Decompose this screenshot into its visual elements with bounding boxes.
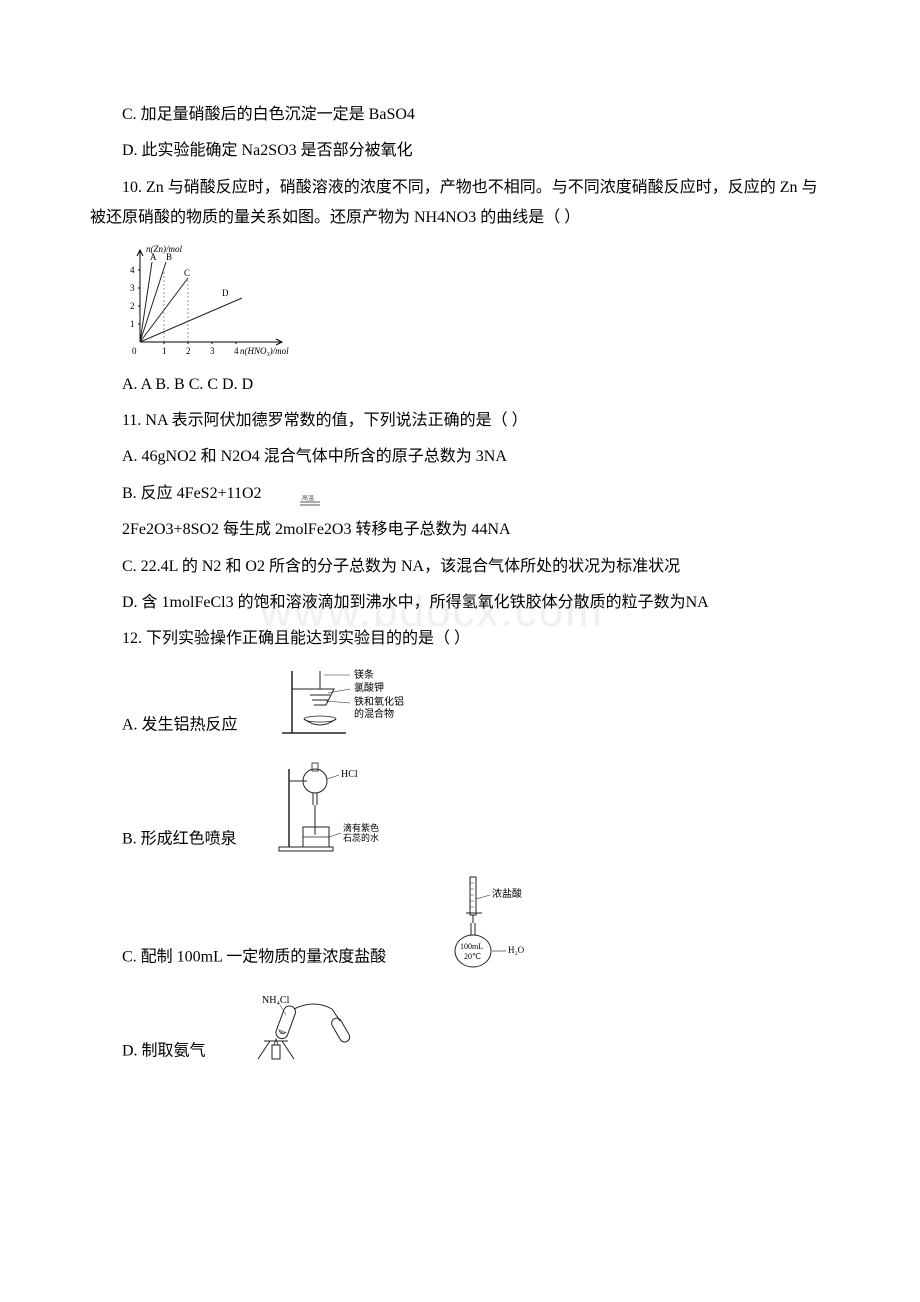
q12-a-diagram: 镁条 氯酸钾 铁和氧化铝 的混合物 <box>244 665 426 741</box>
svg-text:1: 1 <box>130 319 135 329</box>
q12-d-text: D. 制取氨气 <box>122 1042 206 1059</box>
q11-option-d: D. 含 1molFeCl3 的饱和溶液滴加到沸水中，所得氢氧化铁胶体分散质的粒… <box>90 588 830 618</box>
q12-b-diagram: HCl 滴有紫色 石蕊的水 <box>243 759 415 855</box>
svg-text:HCl: HCl <box>341 769 358 780</box>
q12-option-b: B. 形成红色喷泉 HCl 滴有紫色 石蕊的水 <box>90 759 830 855</box>
q11-option-c: C. 22.4L 的 N2 和 O2 所含的分子总数为 NA，该混合气体所处的状… <box>90 552 830 582</box>
q12-option-d: D. 制取氨气 NH₄Cl <box>90 991 830 1067</box>
svg-text:高温: 高温 <box>302 494 314 502</box>
q9-option-d: D. 此实验能确定 Na2SO3 是否部分被氧化 <box>90 136 830 166</box>
q12-option-a: A. 发生铝热反应 镁条 氯酸钾 铁和氧化铝 的混合物 <box>90 665 830 741</box>
q10-xlabel: n(HNO₃)/mol <box>240 346 289 356</box>
svg-text:浓盐酸: 浓盐酸 <box>492 887 522 900</box>
q12-a-text: A. 发生铝热反应 <box>122 716 238 733</box>
svg-text:滴有紫色: 滴有紫色 <box>343 822 379 833</box>
svg-text:石蕊的水: 石蕊的水 <box>343 832 379 843</box>
svg-text:H₂O: H₂O <box>508 945 525 955</box>
q12-stem: 12. 下列实验操作正确且能达到实验目的的是（ ） <box>90 624 830 654</box>
svg-text:4: 4 <box>234 346 239 356</box>
q12-c-text: C. 配制 100mL 一定物质的量浓度盐酸 <box>122 948 386 965</box>
svg-text:20℃: 20℃ <box>464 952 481 961</box>
svg-text:2: 2 <box>186 346 191 356</box>
svg-text:D: D <box>222 288 229 298</box>
svg-text:2: 2 <box>130 301 135 311</box>
q10-options: A. A B. B C. C D. D <box>90 370 830 400</box>
svg-text:100mL: 100mL <box>460 942 483 951</box>
svg-text:铁和氧化铝: 铁和氧化铝 <box>354 695 404 708</box>
svg-text:C: C <box>184 268 190 278</box>
svg-text:3: 3 <box>210 346 215 356</box>
q12-d-diagram: NH₄Cl <box>212 991 374 1067</box>
svg-text:1: 1 <box>162 346 167 356</box>
svg-text:0: 0 <box>132 346 137 356</box>
q12-option-c: C. 配制 100mL 一定物质的量浓度盐酸 浓盐酸 100mL 20℃ H₂O <box>90 873 830 973</box>
q12-c-diagram: 浓盐酸 100mL 20℃ H₂O <box>392 873 544 973</box>
q11-stem: 11. NA 表示阿伏加德罗常数的值，下列说法正确的是（ ） <box>90 406 830 436</box>
q10-chart: 1 2 3 4 1 2 3 4 A B C D n(Zn)/mol n(HNO₃… <box>90 242 830 362</box>
svg-text:镁条: 镁条 <box>354 668 374 681</box>
svg-text:3: 3 <box>130 283 135 293</box>
q12-b-text: B. 形成红色喷泉 <box>122 830 237 847</box>
svg-text:的混合物: 的混合物 <box>354 707 394 720</box>
q10-stem: 10. Zn 与硝酸反应时，硝酸溶液的浓度不同，产物也不相同。与不同浓度硝酸反应… <box>90 173 830 234</box>
svg-text:氯酸钾: 氯酸钾 <box>354 681 384 694</box>
q9-option-c: C. 加足量硝酸后的白色沉淀一定是 BaSO4 <box>90 100 830 130</box>
svg-text:4: 4 <box>130 265 135 275</box>
q11-option-a: A. 46gNO2 和 N2O4 混合气体中所含的原子总数为 3NA <box>90 442 830 472</box>
q11-option-b-line1: B. 反应 4FeS2+11O2 高温 <box>90 479 830 510</box>
q11-option-b-line2: 2Fe2O3+8SO2 每生成 2molFe2O3 转移电子总数为 44NA <box>90 515 830 545</box>
q10-ylabel: n(Zn)/mol <box>146 244 182 254</box>
svg-text:NH₄Cl: NH₄Cl <box>262 995 290 1006</box>
q11-b-pre: B. 反应 4FeS2+11O2 <box>122 485 262 502</box>
reaction-condition-icon: 高温 <box>266 479 322 509</box>
